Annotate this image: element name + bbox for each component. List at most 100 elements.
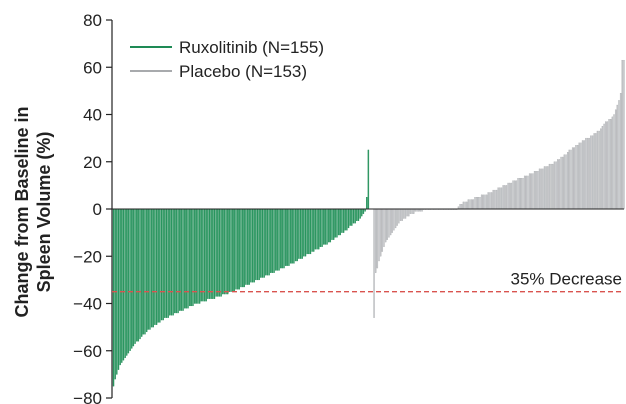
ruxolitinib-bar-90 bbox=[260, 208, 262, 278]
y-tick-label: 40 bbox=[83, 106, 102, 125]
ruxolitinib-bar-6 bbox=[121, 208, 123, 363]
ruxolitinib-bar-78 bbox=[240, 208, 242, 288]
placebo-bar-73 bbox=[492, 189, 494, 210]
ruxolitinib-bar-135 bbox=[334, 208, 336, 238]
ruxolitinib-bar-129 bbox=[324, 208, 327, 245]
ruxolitinib-bar-124 bbox=[316, 208, 318, 250]
ruxolitinib-bar-133 bbox=[331, 208, 333, 240]
placebo-bar-1 bbox=[373, 208, 375, 318]
ruxolitinib-bar-41 bbox=[179, 208, 181, 311]
placebo-bar-126 bbox=[580, 142, 582, 210]
placebo-bar-78 bbox=[500, 187, 503, 210]
placebo-bar-139 bbox=[601, 126, 604, 210]
ruxolitinib-bar-151 bbox=[361, 208, 363, 217]
placebo-bar-104 bbox=[543, 166, 546, 210]
ruxolitinib-bar-102 bbox=[279, 208, 282, 269]
ruxolitinib-bar-8 bbox=[124, 208, 126, 359]
placebo-bar-115 bbox=[562, 156, 564, 210]
y-axis-title: Change from Baseline in Spleen Volume (%… bbox=[12, 106, 54, 317]
ruxolitinib-bar-140 bbox=[342, 208, 345, 233]
placebo-bar-141 bbox=[605, 121, 607, 210]
placebo-bar-108 bbox=[550, 163, 552, 210]
ruxolitinib-bar-23 bbox=[149, 208, 151, 330]
ruxolitinib-bar-52 bbox=[197, 208, 199, 304]
ruxolitinib-bar-138 bbox=[339, 208, 341, 236]
ruxolitinib-bar-57 bbox=[205, 208, 207, 302]
ruxolitinib-bar-56 bbox=[203, 208, 206, 302]
placebo-bar-125 bbox=[578, 142, 580, 210]
ruxolitinib-bar-27 bbox=[155, 208, 158, 325]
ruxolitinib-bar-19 bbox=[142, 208, 145, 335]
ruxolitinib-bar-130 bbox=[326, 208, 328, 245]
ruxolitinib-bar-17 bbox=[139, 208, 141, 340]
ruxolitinib-bar-141 bbox=[344, 208, 346, 231]
placebo-bar-19 bbox=[403, 208, 405, 219]
ruxolitinib-bar-100 bbox=[276, 208, 279, 271]
placebo-bar-55 bbox=[462, 201, 465, 210]
y-tick-label: 0 bbox=[93, 200, 102, 219]
placebo-bar-12 bbox=[391, 208, 393, 233]
ruxolitinib-bar-87 bbox=[255, 208, 257, 281]
y-axis-ticks: 80 60 40 20 0 −20 −40 −60 −80 bbox=[73, 11, 112, 404]
placebo-bar-2 bbox=[375, 208, 377, 273]
placebo-bar-95 bbox=[528, 173, 531, 210]
ruxolitinib-bar-92 bbox=[263, 208, 265, 278]
ruxolitinib-bar-112 bbox=[296, 208, 298, 262]
y-axis-title-line2: Spleen Volume (%) bbox=[34, 132, 54, 293]
placebo-bar-80 bbox=[504, 185, 506, 210]
ruxolitinib-bar-119 bbox=[308, 208, 310, 255]
ruxolitinib-bar-110 bbox=[293, 208, 295, 264]
ruxolitinib-bar-16 bbox=[137, 208, 140, 342]
placebo-bar-68 bbox=[484, 194, 486, 210]
placebo-bar-116 bbox=[563, 154, 566, 210]
placebo-bar-23 bbox=[409, 208, 412, 214]
placebo-bar-53 bbox=[459, 204, 461, 210]
ruxolitinib-bar-147 bbox=[354, 208, 356, 224]
placebo-bar-15 bbox=[396, 208, 398, 226]
ruxolitinib-bar-104 bbox=[283, 208, 285, 269]
placebo-bar-3 bbox=[376, 208, 379, 269]
ruxolitinib-bar-36 bbox=[170, 208, 173, 316]
ruxolitinib-bar-22 bbox=[147, 208, 149, 330]
placebo-bar-114 bbox=[560, 156, 562, 210]
placebo-bar-131 bbox=[588, 137, 590, 210]
placebo-bar-85 bbox=[512, 180, 514, 210]
ruxolitinib-bar-144 bbox=[349, 208, 351, 226]
y-tick-label: −80 bbox=[73, 389, 102, 404]
y-tick-label: 60 bbox=[83, 58, 102, 77]
placebo-bar-18 bbox=[401, 208, 403, 221]
placebo-bar-56 bbox=[464, 201, 466, 210]
placebo-bar-135 bbox=[595, 133, 597, 210]
placebo-bar-91 bbox=[522, 178, 524, 210]
ruxolitinib-bar-33 bbox=[165, 208, 168, 318]
ruxolitinib-bar-125 bbox=[318, 208, 320, 250]
placebo-bar-62 bbox=[474, 197, 476, 210]
legend-label-placebo: Placebo (N=153) bbox=[179, 62, 307, 81]
ruxolitinib-bar-15 bbox=[135, 208, 138, 342]
placebo-bars bbox=[373, 59, 625, 318]
placebo-bar-93 bbox=[525, 175, 528, 210]
placebo-bar-83 bbox=[509, 182, 511, 210]
ruxolitinib-bar-31 bbox=[162, 208, 164, 321]
ruxolitinib-bar-39 bbox=[175, 208, 178, 314]
ruxolitinib-bar-30 bbox=[160, 208, 163, 321]
placebo-bar-5 bbox=[379, 208, 382, 257]
placebo-bar-90 bbox=[520, 178, 523, 210]
placebo-bar-94 bbox=[527, 175, 529, 210]
ruxolitinib-bar-149 bbox=[357, 208, 360, 221]
ruxolitinib-bar-55 bbox=[202, 208, 204, 302]
placebo-bar-100 bbox=[537, 171, 539, 210]
placebo-bar-127 bbox=[581, 140, 584, 210]
ruxolitinib-bar-20 bbox=[144, 208, 146, 335]
placebo-bar-79 bbox=[502, 185, 504, 210]
ruxolitinib-bars bbox=[112, 149, 370, 387]
placebo-bar-145 bbox=[611, 116, 614, 210]
ruxolitinib-bar-24 bbox=[150, 208, 153, 328]
ruxolitinib-bar-143 bbox=[347, 208, 350, 229]
ruxolitinib-bar-14 bbox=[134, 208, 136, 344]
ruxolitinib-bar-68 bbox=[223, 208, 226, 295]
ruxolitinib-bar-107 bbox=[288, 208, 290, 266]
ruxolitinib-bar-113 bbox=[298, 208, 300, 259]
ruxolitinib-bar-115 bbox=[301, 208, 303, 259]
